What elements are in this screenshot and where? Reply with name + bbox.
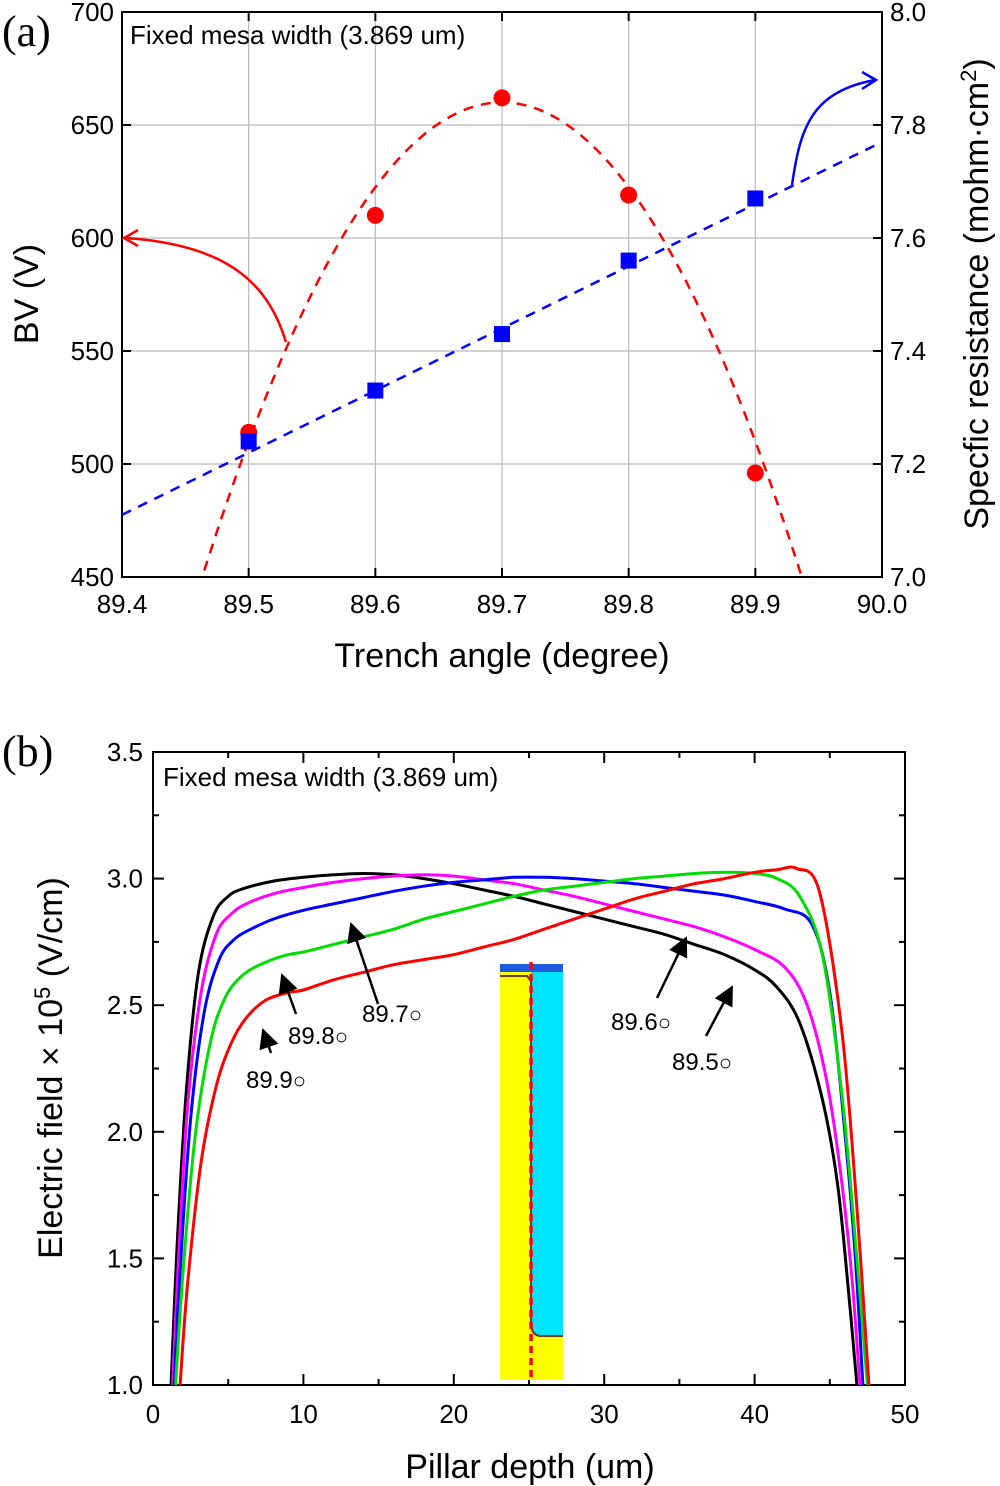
field-curve-89-5 [169, 872, 859, 1385]
panel-a: (a) 89.4 89.5 89.6 89.7 89.8 89.9 90.0 450 500 55… [2, 0, 996, 675]
y2-tick-label: 7.0 [890, 562, 926, 592]
panel-b: (b) 0 10 20 30 40 50 1.0 1.5 2.0 2.5 3.0 3.5 Fixed … [2, 727, 919, 1486]
label-89-5: 89.5○ [672, 1049, 732, 1076]
field-curve-89-6 [171, 873, 862, 1385]
y-tick-label: 2.5 [107, 990, 143, 1020]
panel-b-curves [169, 865, 871, 1385]
panel-a-markers [240, 89, 764, 482]
x-tick-label: 90.0 [857, 589, 908, 619]
resistance-axis-pointer-head [861, 70, 879, 91]
x-tick-label: 50 [891, 1399, 920, 1429]
y-tick-label: 700 [71, 0, 114, 27]
field-curve-89-7 [172, 875, 865, 1385]
label-89-6: 89.6○ [611, 1009, 671, 1036]
bv-axis-pointer-head [121, 228, 139, 248]
resistance-axis-pointer [790, 78, 876, 186]
x-tick-label: 89.4 [97, 589, 148, 619]
bv-axis-pointer [125, 236, 288, 343]
x-tick-label: 0 [146, 1399, 160, 1429]
y2-tick-label: 7.6 [890, 223, 926, 253]
field-curve-89-9 [178, 865, 871, 1385]
panel-a-ticks: 89.4 89.5 89.6 89.7 89.8 89.9 90.0 450 500 550 600… [71, 0, 927, 619]
label-89-7: 89.7○ [362, 1001, 422, 1028]
x-tick-label: 89.9 [730, 589, 781, 619]
panel-a-x-title: Trench angle (degree) [334, 637, 669, 675]
panel-b-ticks: 0 10 20 30 40 50 1.0 1.5 2.0 2.5 3.0 3.5 [107, 737, 920, 1429]
y-tick-label: 1.0 [107, 1370, 143, 1400]
curve-labels: 89.7○ 89.8○ 89.9○ 89.6○ 89.5○ [246, 922, 734, 1094]
panel-a-y-title: BV (V) [8, 244, 46, 344]
field-curve-89-8 [174, 870, 869, 1385]
x-tick-label: 89.7 [477, 589, 528, 619]
y-tick-label: 3.5 [107, 737, 143, 767]
y2-tick-label: 7.8 [890, 110, 926, 140]
resistance-point [620, 252, 637, 269]
x-tick-label: 89.8 [603, 589, 654, 619]
x-tick-label: 89.5 [223, 589, 274, 619]
y-tick-label: 500 [71, 449, 114, 479]
panel-b-y-title: Electric field × 105 (V/cm) [30, 877, 70, 1259]
x-tick-label: 89.6 [350, 589, 401, 619]
resistance-point [747, 190, 764, 207]
x-tick-label: 10 [289, 1399, 318, 1429]
label-arrow-89-7 [347, 922, 380, 1005]
panel-b-x-title: Pillar depth (um) [405, 1448, 654, 1486]
panel-a-annotation: Fixed mesa width (3.869 um) [130, 20, 465, 50]
resistance-point [494, 326, 510, 343]
panel-a-letter: (a) [2, 7, 51, 56]
y-tick-label: 3.0 [107, 864, 143, 894]
y-tick-label: 600 [71, 223, 114, 253]
y-tick-label: 450 [71, 562, 114, 592]
label-arrow-89-8 [278, 973, 298, 1015]
structure-inset [500, 962, 563, 1382]
y-tick-label: 650 [71, 110, 114, 140]
label-89-8: 89.8○ [288, 1023, 348, 1050]
inset-n-region [531, 972, 563, 1335]
resistance-point [240, 433, 257, 450]
resistance-point [367, 382, 384, 399]
y-tick-label: 2.0 [107, 1117, 143, 1147]
label-arrow-89-5 [704, 985, 734, 1037]
y2-tick-label: 8.0 [890, 0, 926, 27]
x-tick-label: 20 [439, 1399, 468, 1429]
y-tick-label: 1.5 [107, 1243, 143, 1273]
y-tick-label: 550 [71, 336, 114, 366]
panel-a-y2-title: Specfic resistance (mohm·cm2) [956, 58, 996, 529]
x-tick-label: 30 [590, 1399, 619, 1429]
bv-point [366, 206, 384, 224]
bv-point [493, 89, 511, 107]
panel-b-letter: (b) [2, 727, 53, 776]
x-tick-label: 40 [740, 1399, 769, 1429]
y2-tick-label: 7.2 [890, 449, 926, 479]
y2-tick-label: 7.4 [890, 336, 926, 366]
label-89-9: 89.9○ [246, 1067, 306, 1094]
label-arrow-89-9 [259, 1028, 279, 1054]
bv-point [746, 464, 764, 482]
label-arrow-89-6 [655, 936, 688, 999]
bv-point [620, 186, 638, 204]
panel-b-annotation: Fixed mesa width (3.869 um) [163, 762, 498, 792]
